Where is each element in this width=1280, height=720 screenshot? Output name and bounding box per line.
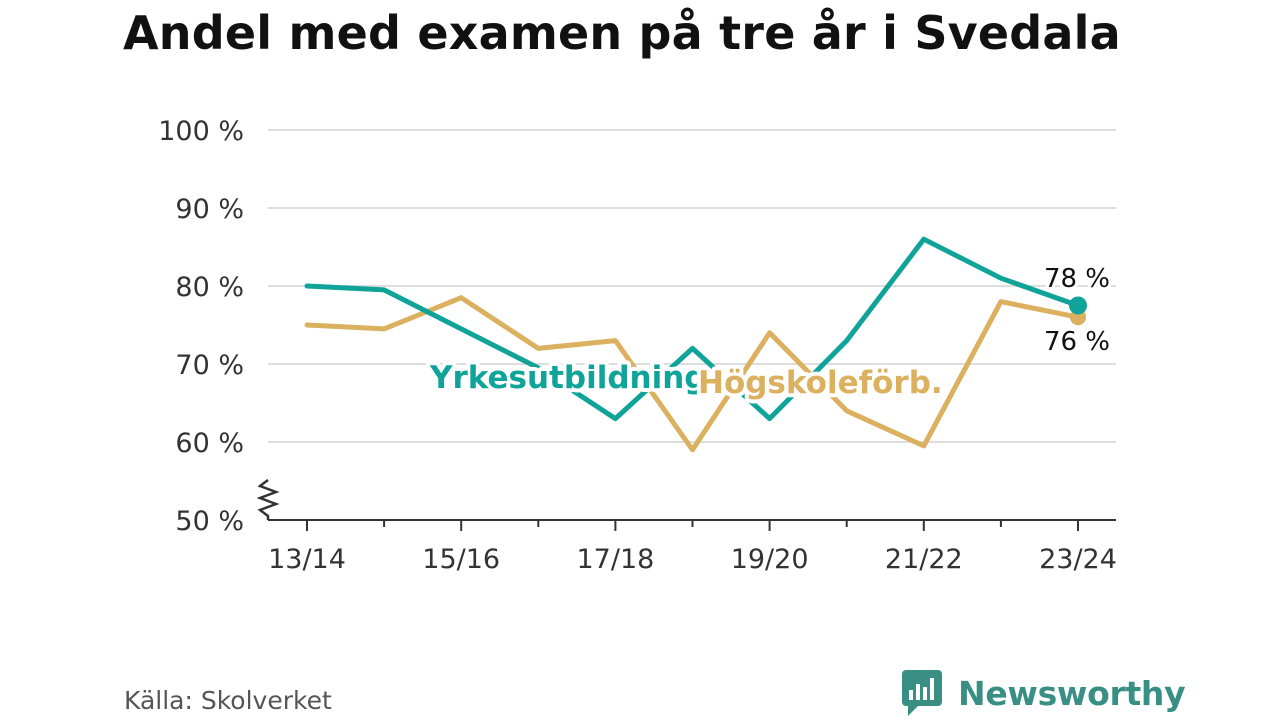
series-line-hogskole bbox=[304, 295, 1081, 453]
end-value-label-hogskole: 76 % bbox=[1044, 327, 1110, 357]
source-note: Källa: Skolverket bbox=[124, 686, 332, 715]
brand-name: Newsworthy bbox=[958, 673, 1186, 713]
y-tick-label: 80 % bbox=[175, 272, 244, 303]
series-label-hogskole: Högskoleförb. bbox=[698, 365, 943, 401]
chart-title: Andel med examen på tre år i Svedala bbox=[123, 6, 1121, 60]
series-end-point-yrkes bbox=[1069, 296, 1087, 315]
x-tick-label: 19/20 bbox=[731, 544, 809, 575]
line-chart: 50 % 60 % 70 % 80 % 90 % 100 % 13/14 15/16 17/18… bbox=[158, 116, 1117, 575]
y-tick-label: 70 % bbox=[175, 350, 244, 381]
y-tick-label: 90 % bbox=[175, 194, 244, 225]
brand-logo: Newsworthy bbox=[902, 670, 1186, 716]
x-tick-label: 21/22 bbox=[885, 544, 963, 575]
y-tick-label: 60 % bbox=[175, 428, 244, 459]
axis-break-mark bbox=[256, 479, 280, 520]
x-tick-label: 15/16 bbox=[422, 544, 500, 575]
end-value-label-yrkes: 78 % bbox=[1044, 264, 1110, 294]
labels: 50 % 60 % 70 % 80 % 90 % 100 % 13/14 15/16 17/18… bbox=[158, 116, 1117, 575]
series-line-yrkes bbox=[304, 236, 1081, 422]
x-tick-label: 17/18 bbox=[576, 544, 654, 575]
y-tick-label: 100 % bbox=[158, 116, 244, 147]
x-tick-label: 23/24 bbox=[1039, 544, 1117, 575]
series-label-yrkes: Yrkesutbildning bbox=[429, 360, 706, 396]
axes bbox=[256, 479, 1116, 531]
series-lines bbox=[304, 236, 1087, 453]
gridlines bbox=[268, 129, 1116, 443]
newsworthy-logo-icon bbox=[902, 670, 942, 716]
y-tick-label: 50 % bbox=[175, 506, 244, 537]
x-tick-label: 13/14 bbox=[268, 544, 346, 575]
